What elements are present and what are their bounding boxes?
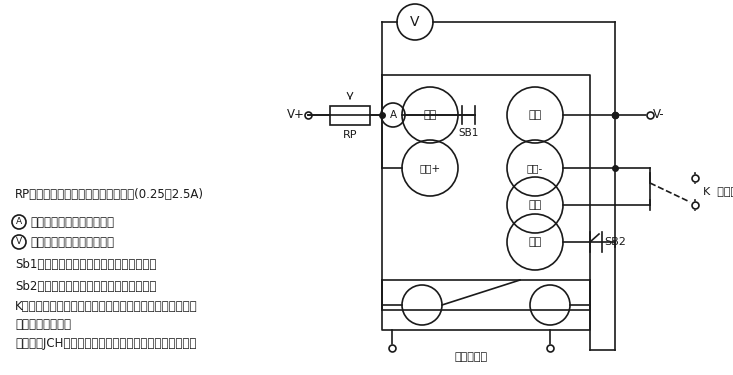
Text: 重合: 重合	[424, 110, 437, 120]
Text: 电源-: 电源-	[527, 163, 543, 173]
Text: 为安培表用来监视合闸电流: 为安培表用来监视合闸电流	[30, 216, 114, 228]
Text: RP: RP	[343, 130, 357, 140]
Text: A: A	[389, 110, 397, 120]
Text: 放电: 放电	[528, 237, 542, 247]
Text: SB2: SB2	[604, 237, 626, 247]
Text: A: A	[16, 217, 22, 226]
Text: RP为大功率滑成变阻器用来调节电流(0.25～2.5A): RP为大功率滑成变阻器用来调节电流(0.25～2.5A)	[15, 189, 204, 201]
Text: V-: V-	[653, 108, 665, 122]
Text: V+: V+	[287, 108, 305, 122]
Text: 另有一付JCH常开触点接秒表停止，用来停止秒表计时。: 另有一付JCH常开触点接秒表停止，用来停止秒表计时。	[15, 338, 196, 351]
Text: 为电压表用来监视额定电压: 为电压表用来监视额定电压	[30, 236, 114, 249]
Text: 接秒表停止: 接秒表停止	[454, 352, 487, 362]
Text: V: V	[16, 237, 22, 246]
Text: 电源+: 电源+	[419, 163, 441, 173]
FancyBboxPatch shape	[330, 106, 370, 125]
Text: Sb1为常闭按钮，用来复位合闸保持电流。: Sb1为常闭按钮，用来复位合闸保持电流。	[15, 258, 156, 272]
Text: K  接秒表启动: K 接秒表启动	[703, 186, 733, 196]
Text: Sb2为常开按钮，用来测试放电闭锁功能。: Sb2为常开按钮，用来测试放电闭锁功能。	[15, 279, 156, 292]
Text: 控制延时的启动。: 控制延时的启动。	[15, 318, 71, 332]
Text: K为刀开关或同一继电器的两付同时动作的常开触点，用来: K为刀开关或同一继电器的两付同时动作的常开触点，用来	[15, 300, 198, 313]
Text: 合闸: 合闸	[528, 110, 542, 120]
Text: 启动: 启动	[528, 200, 542, 210]
Text: SB1: SB1	[458, 128, 479, 138]
Text: V: V	[410, 15, 420, 29]
